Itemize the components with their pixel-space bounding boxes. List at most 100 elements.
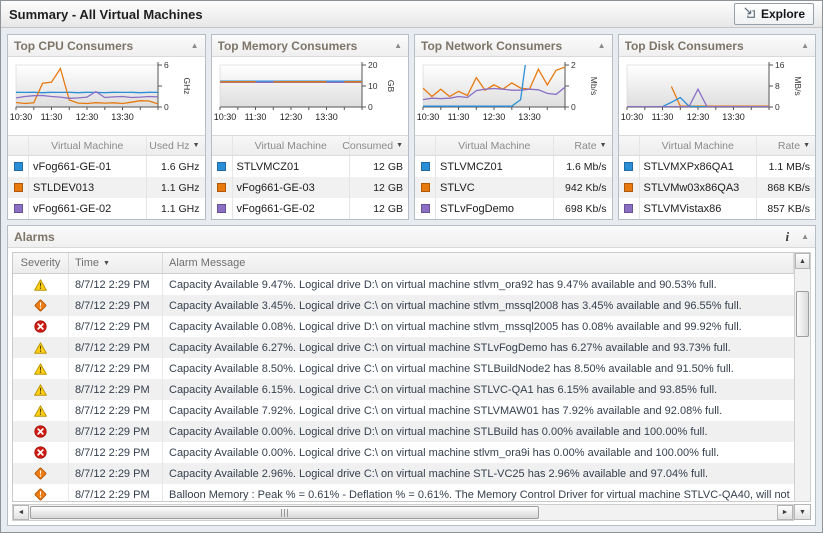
horizontal-scrollbar-track[interactable] [29,505,777,520]
collapse-icon[interactable]: ▲ [394,40,402,50]
horizontal-scrollbar[interactable]: ◄ ► [12,504,794,521]
severity-column-header[interactable]: Severity [13,253,69,273]
series-color-swatch [420,162,430,171]
severity-warning-icon[interactable] [13,379,69,400]
vm-column-header[interactable]: Virtual Machine [28,136,147,155]
vm-column-header[interactable]: Virtual Machine [231,136,350,155]
value-column-header[interactable]: Rate ▼ [574,139,607,152]
series-color-swatch [624,204,633,213]
vm-value: 12 GB [373,181,403,194]
alarm-row[interactable]: 8/7/12 2:29 PM Capacity Available 0.08%. … [13,316,794,337]
message-column-header[interactable]: Alarm Message [163,253,794,273]
consumer-row[interactable]: STLVMCZ01 1.6 Mb/s [415,156,612,177]
severity-fatal-icon[interactable] [13,421,69,442]
severity-fatal-icon[interactable] [13,316,69,337]
svg-text:11:30: 11:30 [651,112,673,122]
severity-warning-icon[interactable] [13,358,69,379]
series-color-swatch [420,183,430,192]
sparkline-chart: 0 2 Mb/s 10:30 11:30 12:30 13:30 [417,60,599,122]
time-column-header[interactable]: Time ▼ [69,253,163,273]
series-color-swatch [624,162,633,171]
alarm-row[interactable]: 8/7/12 2:29 PM Capacity Available 7.92%. … [13,400,794,421]
explore-button[interactable]: Explore [733,3,814,25]
svg-text:13:30: 13:30 [111,112,134,122]
svg-text:10:30: 10:30 [10,112,33,122]
svg-text:11:30: 11:30 [448,112,470,122]
collapse-icon[interactable]: ▲ [801,40,809,50]
panel-title: Top CPU Consumers [14,38,134,53]
vm-name: vFog661-GE-02 [231,198,350,219]
consumer-row[interactable]: vFog661-GE-02 1.1 GHz [8,198,205,219]
panel-top-network-consumers: Top Network Consumers ▲ 0 2 Mb/s 10:30 11:30 12… [414,34,613,220]
vm-name: STLVMw03x86QA3 [638,177,757,198]
collapse-icon[interactable]: ▲ [190,40,199,50]
vertical-scrollbar-thumb[interactable] [796,291,809,337]
info-icon[interactable]: i [785,229,790,244]
vm-name: STLVC [435,177,554,198]
consumer-row[interactable]: vFog661-GE-01 1.6 GHz [8,156,205,177]
vm-name: STLVMCZ01 [435,156,554,177]
svg-text:6: 6 [164,60,169,70]
alarm-row[interactable]: 8/7/12 2:29 PM Capacity Available 6.15%. … [13,379,794,400]
severity-warning-icon[interactable] [13,274,69,295]
vm-name: vFog661-GE-01 [28,156,147,177]
sort-desc-icon: ▼ [599,142,607,149]
consumer-row[interactable]: STLVMCZ01 12 GB [212,156,409,177]
series-color-swatch [13,162,23,171]
alarms-panel: Alarms i ▲ Severity Time ▼ Alarm Message … [7,225,816,526]
value-column-header[interactable]: Used Hz ▼ [149,139,200,152]
svg-text:20: 20 [368,60,378,70]
collapse-icon[interactable]: ▲ [801,231,809,241]
alarm-time: 8/7/12 2:29 PM [69,442,163,463]
consumer-row[interactable]: STLVC 942 Kb/s [415,177,612,198]
scroll-right-icon[interactable]: ► [777,505,793,520]
alarm-row[interactable]: 8/7/12 2:29 PM Capacity Available 0.00%. … [13,421,794,442]
vm-column-header[interactable]: Virtual Machine [435,136,554,155]
consumer-row[interactable]: vFog661-GE-03 12 GB [211,177,408,198]
alarm-message: Capacity Available 8.50%. Logical drive … [169,362,734,375]
alarm-time: 8/7/12 2:29 PM [69,400,163,421]
alarm-row[interactable]: 8/7/12 2:29 PM Capacity Available 0.00%. … [13,442,794,463]
alarm-message: Capacity Available 0.00%. Logical drive … [169,425,708,438]
consumer-row[interactable]: STLvFogDemo 698 Kb/s [415,198,612,219]
consumers-table-header: Virtual Machine Consumed ▼ [211,136,408,156]
alarm-row[interactable]: 8/7/12 2:29 PM Capacity Available 9.47%. … [13,274,794,295]
consumer-row[interactable]: STLVMXPx86QA1 1.1 MB/s [619,156,816,177]
scroll-down-icon[interactable]: ▼ [794,504,811,520]
severity-warning-icon[interactable] [13,337,69,358]
consumer-row[interactable]: STLDEV013 1.1 GHz [8,177,205,198]
vm-value: 1.1 MB/s [768,160,810,173]
alarms-table: Severity Time ▼ Alarm Message 8/7/12 2:29… [12,252,794,502]
severity-warning-icon[interactable] [13,400,69,421]
vm-value: 1.6 Mb/s [566,160,607,173]
vm-column-header[interactable]: Virtual Machine [638,136,757,155]
vertical-scrollbar[interactable]: ▲ [794,252,811,502]
vm-value: 857 KB/s [767,202,810,215]
severity-critical-icon[interactable] [13,295,69,316]
scroll-left-icon[interactable]: ◄ [13,505,29,520]
alarm-row[interactable]: 8/7/12 2:29 PM Balloon Memory : Peak % = … [13,484,794,501]
alarm-row[interactable]: 8/7/12 2:29 PM Capacity Available 2.96%. … [13,463,794,484]
horizontal-scrollbar-thumb[interactable] [30,506,539,519]
alarm-row[interactable]: 8/7/12 2:29 PM Capacity Available 6.27%. … [13,337,794,358]
alarm-time: 8/7/12 2:29 PM [69,295,163,316]
scroll-up-icon[interactable]: ▲ [795,253,810,269]
alarm-row[interactable]: 8/7/12 2:29 PM Capacity Available 3.45%. … [13,295,794,316]
vertical-scrollbar-track[interactable] [795,269,810,501]
value-column-header[interactable]: Consumed ▼ [342,139,403,152]
alarm-time: 8/7/12 2:29 PM [69,484,163,501]
severity-critical-icon[interactable] [13,463,69,484]
consumers-table-header: Virtual Machine Rate ▼ [415,136,612,156]
consumer-row[interactable]: STLVMw03x86QA3 868 KB/s [618,177,815,198]
severity-fatal-icon[interactable] [13,442,69,463]
consumer-row[interactable]: vFog661-GE-02 12 GB [212,198,409,219]
vm-value: 942 Kb/s [565,181,607,194]
svg-text:10: 10 [368,81,378,91]
alarm-row[interactable]: 8/7/12 2:29 PM Capacity Available 8.50%. … [13,358,794,379]
consumer-row[interactable]: STLVMVistax86 857 KB/s [619,198,816,219]
panel-header: Top CPU Consumers ▲ [8,35,205,57]
value-column-header[interactable]: Rate ▼ [777,139,810,152]
dashboard-content: Top CPU Consumers ▲ 0 6 GHz 10:30 11:30 12:30 13… [1,28,822,532]
severity-critical-icon[interactable] [13,484,69,501]
collapse-icon[interactable]: ▲ [597,40,606,50]
